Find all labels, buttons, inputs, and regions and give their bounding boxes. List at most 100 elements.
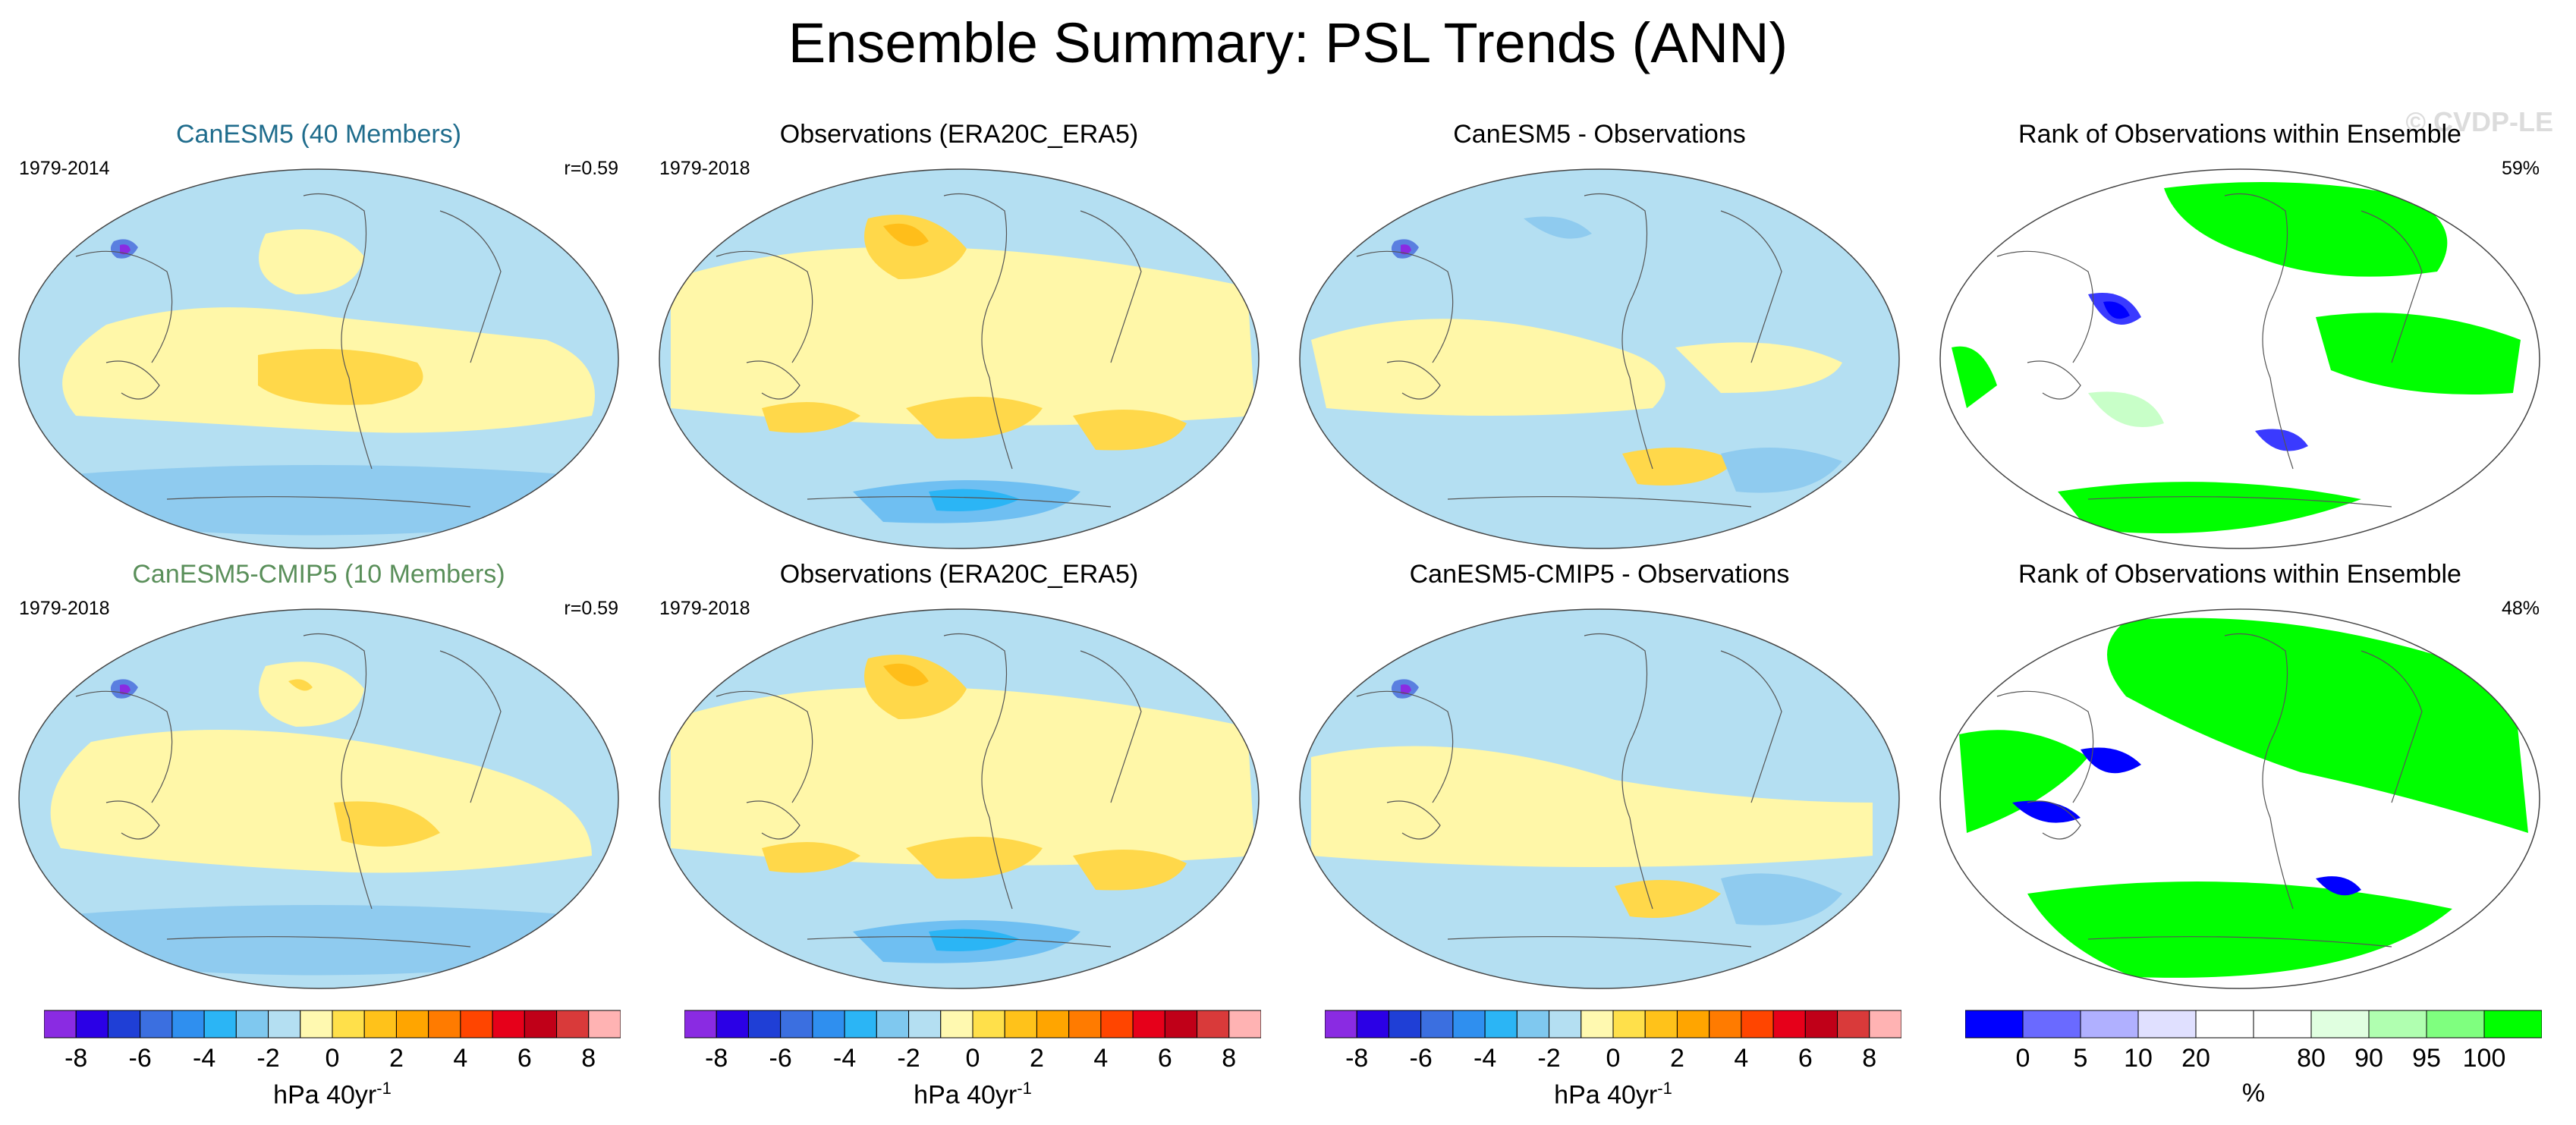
contour-region	[1524, 216, 1592, 239]
colorbar-swatch	[1741, 1010, 1774, 1039]
colorbar-ticks: -8 -6 -4 -2 0 2 4 6 8	[44, 1044, 621, 1074]
colorbar-swatch	[1709, 1010, 1742, 1039]
colorbar-swatch	[2426, 1010, 2485, 1039]
colorbar-swatch	[2137, 1010, 2197, 1039]
colorbar-tick-label: 6	[1798, 1044, 1813, 1073]
coastline	[1720, 210, 1782, 363]
contour-region	[2422, 635, 2443, 646]
map-rank2	[1939, 608, 2540, 989]
coastline	[2087, 496, 2392, 508]
contour-region	[2316, 313, 2521, 394]
map-outline	[18, 608, 619, 989]
colorbar-tick-label: 2	[388, 1044, 404, 1073]
colorbar-tick-label: 10	[2124, 1044, 2153, 1073]
contour-region	[1615, 880, 1721, 918]
contour-region	[2255, 429, 2308, 451]
coastline	[2361, 650, 2423, 803]
colorbar-tick-label: 0	[1606, 1044, 1621, 1073]
colorbar-swatch	[44, 1010, 77, 1039]
map-outline	[1299, 608, 1900, 989]
colorbar-swatch	[1644, 1010, 1678, 1039]
coastline	[2361, 210, 2423, 363]
contour-region	[258, 349, 423, 405]
watermark: © CVDP-LE	[2405, 106, 2553, 137]
colorbar-swatch	[1388, 1010, 1422, 1039]
colorbar-tick-label: 100	[2462, 1044, 2506, 1073]
map-outline	[659, 168, 1260, 549]
map-model1	[18, 168, 619, 549]
contour-region	[906, 397, 1043, 439]
figure-title: Ensemble Summary: PSL Trends (ANN)	[788, 11, 1788, 74]
coastline	[807, 496, 1112, 508]
colorbar-tick-label: 6	[517, 1044, 532, 1073]
colorbar-swatch	[1356, 1010, 1389, 1039]
contour-region	[2058, 482, 2361, 533]
colorbar-swatch	[1228, 1010, 1261, 1039]
coastline	[2027, 360, 2081, 400]
colorbar-tick-label: -8	[1345, 1044, 1369, 1073]
colorbar-swatch	[2022, 1010, 2081, 1039]
colorbar-swatches	[1965, 1010, 2542, 1039]
colorbar-swatch	[747, 1010, 782, 1039]
colorbar-swatch	[1549, 1010, 1582, 1039]
panel-obs2: Observations (ERA20C_ERA5) 1979-2018	[644, 560, 1274, 1000]
colorbar-units: hPa 40yr-1	[273, 1079, 392, 1110]
contour-region	[1952, 346, 1997, 408]
colorbar-swatch	[556, 1010, 590, 1039]
map-fields	[46, 193, 596, 536]
colorbar-tick-label: -2	[256, 1044, 280, 1073]
coastline	[1356, 690, 1454, 803]
panel-title: CanESM5-CMIP5 (10 Members)	[132, 560, 505, 589]
colorbar-swatch	[2253, 1010, 2312, 1039]
contour-region	[2012, 800, 2081, 823]
colorbar-tick-label: -8	[705, 1044, 728, 1073]
coastline	[105, 800, 160, 840]
colorbar-ticks: -8 -6 -4 -2 0 2 4 6 8	[1325, 1044, 1901, 1074]
colorbar-ticks: 0 5 10 20 80 90 95 100	[1965, 1044, 2542, 1074]
colorbar-swatches	[1325, 1010, 1901, 1039]
map-fields	[671, 633, 1255, 963]
colorbar-swatch	[107, 1010, 141, 1039]
colorbar-swatch	[492, 1010, 525, 1039]
coastline	[1386, 800, 1441, 840]
contour-region	[120, 244, 131, 255]
coastline	[1720, 650, 1782, 803]
coastline	[1080, 210, 1142, 363]
contour-region	[1401, 244, 1411, 255]
colorbar-swatch	[203, 1010, 237, 1039]
coastline	[1386, 360, 1441, 400]
panel-summary-percent: 48%	[2501, 598, 2540, 619]
contour-region	[2103, 301, 2130, 319]
colorbar-swatch	[363, 1010, 397, 1039]
colorbar-swatch	[428, 1010, 461, 1039]
colorbar-swatch	[171, 1010, 205, 1039]
panel-title: CanESM5 - Observations	[1453, 120, 1746, 149]
coastline	[1584, 633, 1653, 910]
coastline	[105, 360, 160, 400]
map-fields	[1311, 193, 1842, 508]
colorbar-tick-label: 8	[1222, 1044, 1237, 1073]
colorbar-swatch	[395, 1010, 429, 1039]
contour-region	[259, 661, 364, 727]
panel-period: 1979-2018	[659, 158, 750, 179]
map-diff1	[1299, 168, 1900, 549]
coastline	[1996, 690, 2094, 803]
colorbar-swatch	[2483, 1010, 2542, 1039]
map-outline	[1939, 608, 2540, 989]
colorbar-tick-label: -2	[1537, 1044, 1561, 1073]
colorbar-swatch	[1068, 1010, 1102, 1039]
map-rank1	[1939, 168, 2540, 549]
coastline	[2027, 800, 2081, 840]
contour-region	[1073, 410, 1187, 451]
coastline	[716, 690, 813, 803]
contour-region	[2027, 881, 2452, 978]
panel-period: 1979-2018	[19, 598, 110, 619]
colorbar-swatch	[268, 1010, 301, 1039]
colorbar-swatch	[2080, 1010, 2139, 1039]
colorbar-swatch	[1772, 1010, 1806, 1039]
colorbar-tick-label: 4	[1734, 1044, 1749, 1073]
colorbar-swatch	[1965, 1010, 2024, 1039]
colorbar-tick-label: -6	[1409, 1044, 1433, 1073]
panel-correlation: r=0.59	[564, 158, 618, 179]
colorbar-tick-label: -8	[64, 1044, 88, 1073]
